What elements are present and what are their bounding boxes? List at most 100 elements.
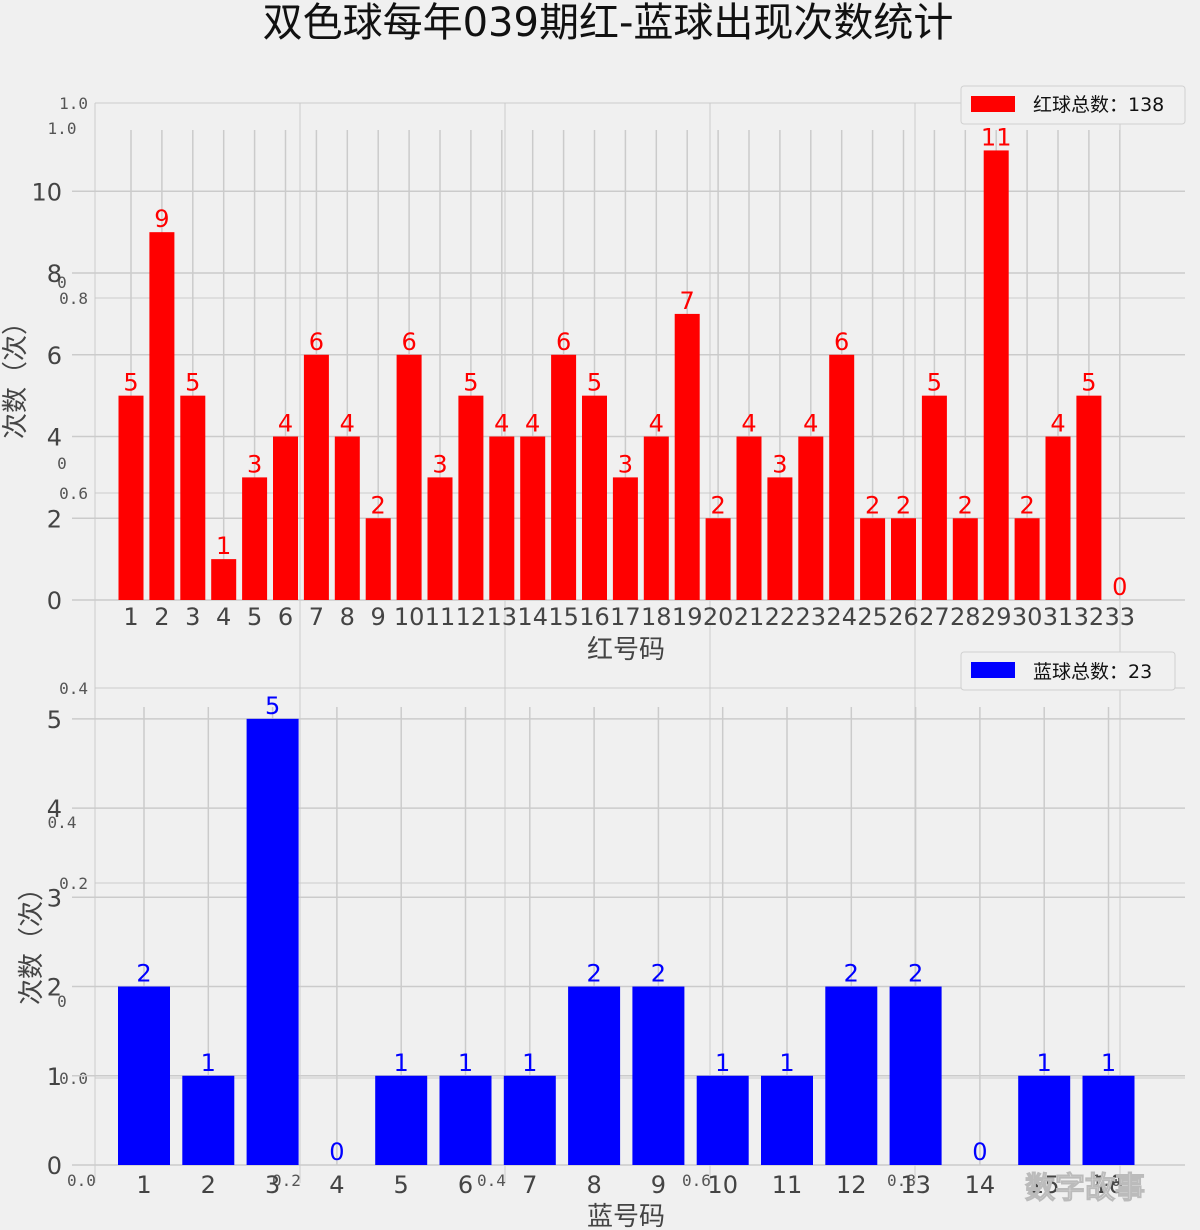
background-x-tick: 0.4: [477, 1171, 506, 1190]
red-chart-y-ticks: 0 2 4 6 8 10: [31, 178, 62, 615]
background-y-tick: 0.8: [59, 289, 88, 308]
bar: [860, 518, 886, 600]
bar: [798, 436, 824, 600]
x-tick-label: 26: [888, 603, 919, 631]
bar-data-label: 3: [432, 450, 447, 478]
y-tick-label: 1: [47, 1063, 62, 1091]
red-chart-legend: 红球总数：138: [960, 85, 1186, 125]
x-tick-label: 11: [772, 1171, 803, 1199]
blue-chart-data-labels: 2 1 5 0 1 1 1 2 2 1 1 2 2 0 1 1: [136, 692, 1116, 1166]
bar-data-label: 2: [651, 960, 666, 988]
y-tick-label: 10: [31, 178, 62, 206]
background-y-tick: 0.2: [59, 874, 88, 893]
bar-data-label: 5: [587, 369, 602, 397]
red-chart-xlabel: 红号码: [587, 635, 665, 665]
bar: [439, 1075, 492, 1165]
bar-data-label: 6: [401, 328, 416, 356]
x-tick-label: 13: [487, 603, 518, 631]
blue-chart-ylabel: 次数（次）: [17, 875, 47, 1005]
y-tick-label: 6: [47, 342, 62, 370]
x-tick-label: 9: [371, 603, 386, 631]
bar-data-label: 3: [618, 450, 633, 478]
bar: [396, 354, 422, 600]
bar: [458, 395, 484, 600]
bar-data-label: 9: [154, 205, 169, 233]
bar-data-label: 1: [216, 532, 231, 560]
bar-data-label: 2: [136, 960, 151, 988]
bar: [180, 395, 206, 600]
y-tick-label: 4: [47, 795, 62, 823]
bar-data-label: 0: [329, 1138, 344, 1166]
y-tick-label: 8: [47, 260, 62, 288]
x-tick-label: 30: [1012, 603, 1043, 631]
bar-data-label: 0: [1112, 573, 1127, 601]
bar: [273, 436, 298, 600]
background-x-tick: 0.8: [887, 1171, 916, 1190]
bar: [303, 354, 329, 600]
bar-data-label: 5: [185, 369, 200, 397]
bar: [1082, 1075, 1135, 1165]
x-tick-label: 28: [950, 603, 981, 631]
bar-data-label: 5: [265, 692, 280, 720]
bar: [983, 150, 1009, 600]
bar-data-label: 2: [844, 960, 859, 988]
x-tick-label: 17: [610, 603, 641, 631]
bar-data-label: 2: [710, 491, 725, 519]
bar: [489, 436, 515, 600]
bar-data-label: 11: [981, 123, 1012, 151]
x-tick-label: 24: [826, 603, 857, 631]
bar-data-label: 2: [896, 491, 911, 519]
blue-legend-frame: [960, 651, 1176, 691]
background-x-tick: 0.2: [272, 1171, 301, 1190]
x-tick-label: 29: [981, 603, 1012, 631]
bar-data-label: 4: [741, 410, 756, 438]
bar: [520, 436, 546, 600]
bar: [246, 718, 299, 1165]
bar-data-label: 4: [1050, 410, 1065, 438]
bar-data-label: 3: [247, 450, 262, 478]
bar-data-label: 4: [803, 410, 818, 438]
x-tick-label: 27: [919, 603, 950, 631]
bar-data-label: 2: [371, 491, 386, 519]
bar-data-label: 1: [1037, 1049, 1052, 1077]
background-y-tick: 1.0: [59, 94, 88, 113]
x-tick-label: 5: [247, 603, 262, 631]
bar-data-label: 6: [834, 328, 849, 356]
watermark: 数字故事: [1025, 1171, 1145, 1206]
bar-data-label: 1: [522, 1049, 537, 1077]
x-tick-label: 11: [425, 603, 456, 631]
bar: [674, 313, 700, 600]
x-tick-label: 1: [136, 1171, 151, 1199]
bar: [375, 1075, 428, 1165]
bar: [118, 395, 144, 600]
blue-legend-label: 蓝球总数：23: [1033, 661, 1152, 683]
background-subplot-tick: 1.0: [48, 119, 77, 138]
bar: [1076, 395, 1102, 600]
x-tick-label: 2: [154, 603, 169, 631]
bar: [1045, 436, 1071, 600]
bar: [761, 1075, 813, 1165]
x-tick-label: 6: [278, 603, 293, 631]
bar-data-label: 2: [958, 491, 973, 519]
background-y-tick: 0.6: [59, 484, 88, 503]
background-subplot-tick: 0.4: [48, 813, 77, 832]
blue-chart-bars: [118, 718, 1135, 1165]
red-legend-swatch: [971, 96, 1015, 112]
red-legend-label: 红球总数：138: [1033, 94, 1164, 116]
background-subplot-tick: 0: [57, 992, 67, 1011]
bar: [1018, 1075, 1071, 1165]
bar: [149, 232, 175, 600]
x-tick-label: 13: [900, 1171, 931, 1199]
bar-data-label: 5: [123, 369, 138, 397]
bar: [568, 986, 621, 1165]
x-tick-label: 15: [548, 603, 579, 631]
bar: [921, 395, 947, 600]
bar-data-label: 4: [340, 410, 355, 438]
bar-data-label: 6: [556, 328, 571, 356]
bar-data-label: 2: [908, 960, 923, 988]
x-tick-label: 2: [201, 1171, 216, 1199]
y-tick-label: 2: [47, 505, 62, 533]
